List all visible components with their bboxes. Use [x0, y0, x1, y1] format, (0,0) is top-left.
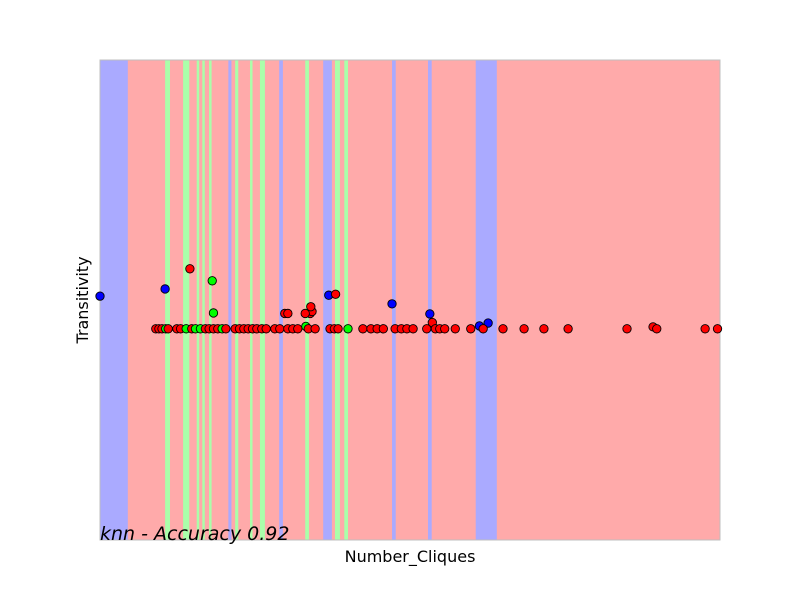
data-point-red — [652, 324, 662, 334]
data-point-blue — [425, 309, 435, 319]
accuracy-annotation: knn - Accuracy 0.92 — [100, 523, 289, 545]
region-band-green — [250, 60, 253, 540]
data-point-red — [408, 324, 418, 334]
data-point-green — [343, 324, 353, 334]
region-band-red — [127, 60, 166, 540]
data-point-red — [712, 324, 723, 334]
data-point-red — [261, 324, 271, 334]
region-band-blue — [228, 60, 232, 540]
region-band-green — [165, 60, 171, 540]
decision-regions — [100, 60, 720, 540]
data-point-red — [293, 324, 303, 334]
region-band-blue — [427, 60, 432, 540]
data-point-green — [208, 308, 219, 318]
y-axis-label: Transitivity — [73, 256, 92, 344]
data-point-red — [163, 324, 173, 334]
data-point-red — [358, 324, 368, 334]
data-point-red — [378, 324, 388, 334]
data-point-red — [310, 324, 320, 334]
data-point-red — [519, 324, 529, 334]
region-band-green — [305, 60, 309, 540]
data-point-red — [450, 324, 460, 334]
data-point-red — [275, 324, 285, 334]
region-band-blue — [100, 60, 128, 540]
region-band-red — [170, 60, 174, 540]
data-point-red — [622, 324, 632, 334]
data-point-red — [539, 324, 549, 334]
region-band-green — [183, 60, 190, 540]
data-points — [95, 264, 723, 334]
x-axis-label: Number_Cliques — [345, 547, 476, 567]
region-background — [100, 60, 720, 540]
data-point-blue — [160, 284, 170, 294]
data-point-blue — [95, 291, 105, 301]
data-point-red — [478, 324, 488, 334]
region-band-green — [334, 60, 340, 540]
region-band-blue — [475, 60, 497, 540]
data-point-green — [207, 276, 217, 286]
data-point-red — [440, 324, 450, 334]
data-point-red — [221, 324, 231, 334]
data-point-red — [466, 324, 476, 334]
data-point-red — [700, 324, 710, 334]
region-band-green — [235, 60, 239, 540]
data-point-red — [306, 302, 316, 312]
data-point-blue — [387, 299, 397, 309]
region-band-green — [196, 60, 200, 540]
data-point-red — [422, 324, 432, 334]
data-point-red — [498, 324, 508, 334]
data-point-red — [185, 264, 195, 274]
data-point-red — [330, 289, 341, 299]
data-point-red — [283, 308, 293, 319]
region-band-green — [209, 60, 212, 540]
region-band-green — [259, 60, 265, 540]
region-band-blue — [323, 60, 332, 540]
data-point-red — [333, 324, 343, 334]
data-point-red — [300, 308, 310, 319]
region-band-green — [202, 60, 205, 540]
region-band-blue — [279, 60, 283, 540]
data-point-red — [563, 324, 573, 334]
region-band-green — [344, 60, 348, 540]
